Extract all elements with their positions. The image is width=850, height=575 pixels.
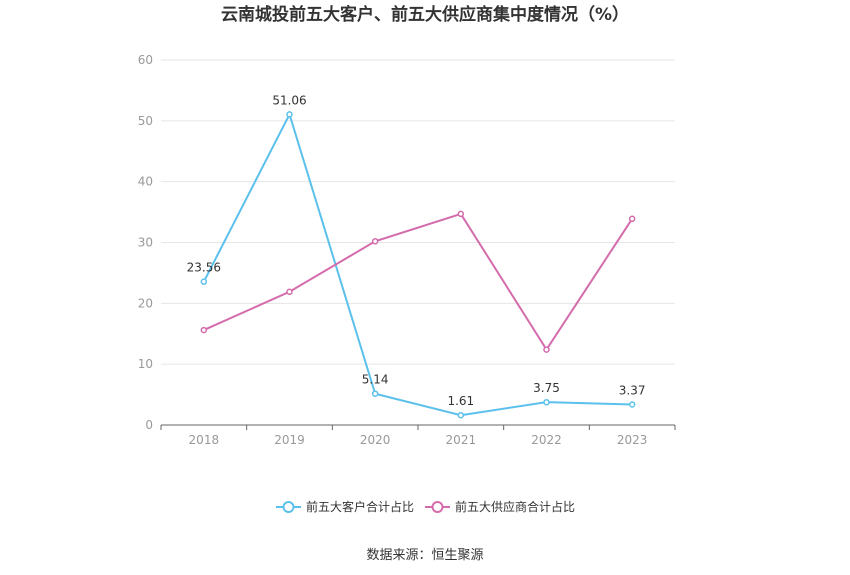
grid — [161, 59, 675, 365]
source-note: 数据来源：恒生聚源 — [366, 548, 483, 563]
data-label: 23.56 — [187, 261, 221, 275]
data-point — [457, 210, 465, 218]
data-point — [628, 401, 636, 408]
data-label: 51.06 — [272, 93, 306, 107]
data-point — [200, 326, 208, 334]
y-tick-label: 20 — [138, 296, 153, 310]
x-tick-label: 2021 — [446, 433, 477, 447]
y-tick-label: 0 — [145, 418, 153, 432]
x-axis: 2018 2019 2020 2021 2022 2023 — [160, 424, 676, 447]
data-label: 3.75 — [533, 381, 560, 395]
legend-label[interactable]: 前五大客户合计占比 — [306, 499, 414, 514]
data-point — [371, 238, 379, 245]
x-tick-label: 2023 — [617, 433, 648, 447]
legend-label[interactable]: 前五大供应商合计占比 — [455, 499, 575, 514]
data-label: 3.37 — [619, 383, 646, 397]
series-line — [202, 111, 633, 417]
x-tick-label: 2020 — [360, 433, 391, 447]
data-label: 1.61 — [447, 394, 474, 408]
data-point — [628, 215, 636, 223]
data-point — [200, 278, 208, 285]
data-point — [543, 398, 550, 406]
series-layer: 23.56 51.06 5.14 1.61 3.75 3.37 — [187, 93, 646, 419]
y-axis: 0 10 20 30 40 50 60 — [138, 53, 153, 432]
series-line — [203, 212, 634, 352]
y-tick-label: 60 — [138, 53, 153, 67]
y-tick-label: 50 — [138, 114, 153, 128]
data-label: 5.14 — [362, 373, 389, 387]
legend-marker[interactable] — [431, 501, 444, 513]
legend[interactable]: 前五大客户合计占比 前五大供应商合计占比 — [276, 499, 575, 514]
legend-marker[interactable] — [282, 501, 295, 513]
y-tick-label: 10 — [138, 357, 153, 371]
chart-title: 云南城投前五大客户、前五大供应商集中度情况（%） — [221, 4, 629, 25]
data-point — [543, 346, 550, 353]
x-tick-label: 2022 — [531, 433, 562, 447]
x-tick-label: 2019 — [274, 433, 305, 447]
y-tick-label: 40 — [138, 175, 153, 189]
data-point — [286, 288, 293, 296]
y-tick-label: 30 — [138, 236, 153, 250]
x-tick-label: 2018 — [189, 433, 220, 447]
data-point — [457, 411, 465, 419]
data-point — [371, 390, 379, 397]
data-point — [286, 111, 293, 118]
